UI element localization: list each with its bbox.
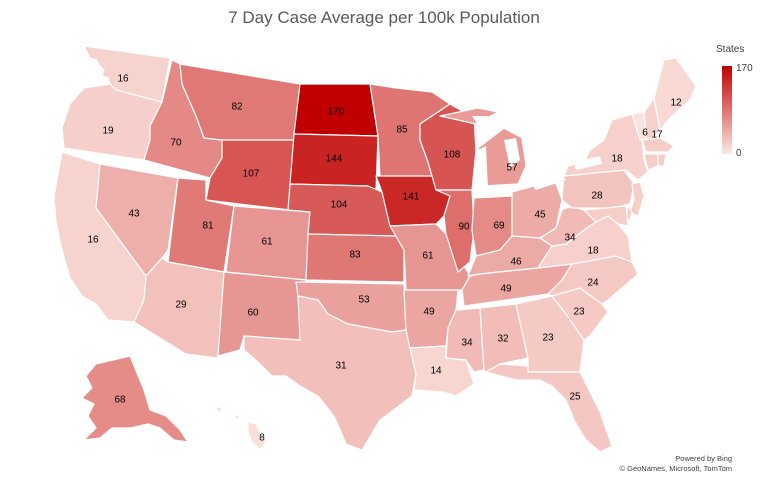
map-title: 7 Day Case Average per 100k Population xyxy=(228,8,540,27)
legend-gradient-bar xyxy=(722,66,732,154)
state-il xyxy=(435,189,475,273)
value-label-ga: 23 xyxy=(542,333,554,344)
value-label-co: 61 xyxy=(261,237,273,248)
value-label-wv: 34 xyxy=(564,233,576,244)
value-label-ne: 104 xyxy=(331,200,348,211)
value-label-mi: 57 xyxy=(506,163,518,174)
legend-title: States xyxy=(716,44,745,55)
value-label-oh: 45 xyxy=(534,210,546,221)
state-nj xyxy=(629,181,645,217)
state-nc xyxy=(547,255,639,305)
value-label-nd: 170 xyxy=(328,107,345,118)
value-label-ks: 83 xyxy=(349,250,361,261)
value-label-fl: 25 xyxy=(569,392,581,403)
color-legend: States 170 0 xyxy=(712,44,762,164)
value-label-vt: 6 xyxy=(642,128,648,139)
value-label-me: 12 xyxy=(670,98,682,109)
value-label-ms: 34 xyxy=(461,338,473,349)
value-label-nc: 24 xyxy=(587,278,599,289)
value-label-hi: 8 xyxy=(259,433,265,444)
state-tx xyxy=(243,295,417,451)
value-label-in: 69 xyxy=(493,221,505,232)
value-label-ia: 141 xyxy=(403,192,420,203)
value-label-sc: 23 xyxy=(573,307,585,318)
value-label-mo: 61 xyxy=(422,251,434,262)
state-ks xyxy=(305,233,405,283)
value-label-nh: 17 xyxy=(651,130,663,141)
value-label-ca: 16 xyxy=(87,235,99,246)
state-wv xyxy=(539,205,597,247)
state-ak xyxy=(81,355,189,443)
value-label-ak: 68 xyxy=(114,395,126,406)
value-label-id: 70 xyxy=(170,138,182,149)
value-label-wi: 108 xyxy=(444,150,461,161)
value-label-nv: 43 xyxy=(128,209,140,220)
value-label-ok: 53 xyxy=(358,295,370,306)
state-ri xyxy=(657,153,667,167)
copyright-text: © GeoNames, Microsoft, TomTom xyxy=(619,464,733,473)
value-label-va: 18 xyxy=(587,246,599,257)
value-label-sd: 144 xyxy=(326,154,343,165)
state-fl xyxy=(485,363,613,453)
value-label-mt: 82 xyxy=(231,102,243,113)
value-label-nm: 60 xyxy=(247,308,259,319)
state-ma xyxy=(641,137,675,153)
value-label-tx: 31 xyxy=(335,361,347,372)
map-attribution: Powered by Bing © GeoNames, Microsoft, T… xyxy=(620,454,733,474)
value-label-or: 19 xyxy=(102,126,114,137)
value-label-ut: 81 xyxy=(202,221,214,232)
value-label-al: 32 xyxy=(497,334,509,345)
value-label-tn: 49 xyxy=(500,284,512,295)
value-label-mn: 85 xyxy=(396,125,408,136)
value-label-la: 14 xyxy=(430,366,442,377)
value-label-pa: 28 xyxy=(591,191,603,202)
state-md xyxy=(583,205,629,227)
state-nh xyxy=(643,97,661,141)
value-label-il: 90 xyxy=(458,222,470,233)
value-label-ky: 46 xyxy=(510,257,522,268)
powered-by-text: Powered by Bing xyxy=(675,454,732,463)
state-me xyxy=(653,57,697,131)
value-label-wy: 107 xyxy=(243,169,260,180)
state-hi xyxy=(213,405,267,451)
value-label-ar: 49 xyxy=(423,307,435,318)
legend-min-label: 0 xyxy=(736,148,742,159)
legend-max-label: 170 xyxy=(736,63,753,74)
value-label-ny: 18 xyxy=(611,154,623,165)
value-label-wa: 16 xyxy=(117,74,129,85)
value-label-az: 29 xyxy=(175,300,187,311)
